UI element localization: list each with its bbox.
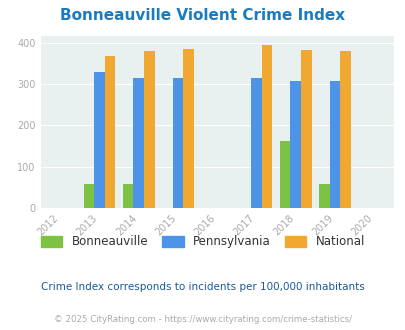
Bar [83,184,94,208]
Bar [279,141,290,208]
Bar [172,78,183,208]
Bar [183,49,193,208]
Bar [94,72,104,208]
Bar [104,56,115,208]
Bar [251,78,261,208]
Text: Bonneauville Violent Crime Index: Bonneauville Violent Crime Index [60,8,345,23]
Bar [318,184,329,208]
Bar [300,50,311,208]
Text: Crime Index corresponds to incidents per 100,000 inhabitants: Crime Index corresponds to incidents per… [41,282,364,292]
Legend: Bonneauville, Pennsylvania, National: Bonneauville, Pennsylvania, National [36,231,369,253]
Bar [290,82,300,208]
Bar [123,184,133,208]
Bar [329,82,339,208]
Text: © 2025 CityRating.com - https://www.cityrating.com/crime-statistics/: © 2025 CityRating.com - https://www.city… [54,315,351,324]
Bar [339,51,350,208]
Bar [133,78,144,208]
Bar [144,51,154,208]
Bar [261,45,272,208]
